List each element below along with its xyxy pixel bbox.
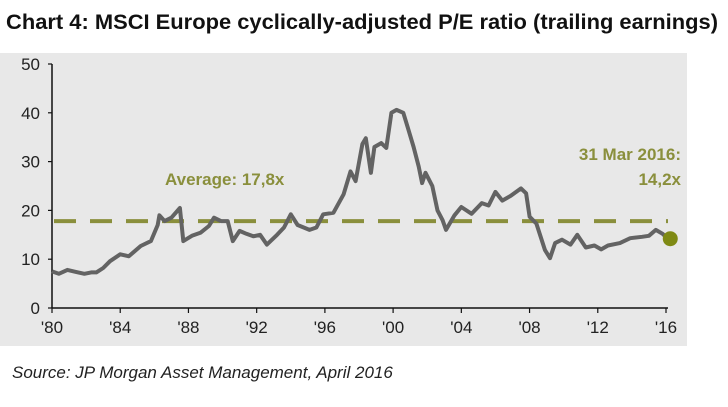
x-tick-label: '04 <box>450 318 472 337</box>
y-tick-label: 30 <box>21 153 40 172</box>
y-tick-label: 40 <box>21 104 40 123</box>
x-tick-label: '12 <box>587 318 609 337</box>
y-tick-label: 50 <box>21 55 40 74</box>
x-tick-label: '16 <box>655 318 677 337</box>
plot-background <box>0 53 687 346</box>
y-tick-label: 10 <box>21 250 40 269</box>
y-tick-label: 0 <box>31 299 40 318</box>
source-note: Source: JP Morgan Asset Management, Apri… <box>12 363 393 382</box>
x-tick-label: '92 <box>246 318 268 337</box>
series-line-pe-ratio <box>51 107 670 276</box>
y-tick-label: 20 <box>21 201 40 220</box>
last-point-label-line1: 31 Mar 2016: <box>579 145 681 164</box>
x-tick-label: '96 <box>314 318 336 337</box>
x-tick-label: '08 <box>518 318 540 337</box>
last-point-label-line2: 14,2x <box>638 170 681 189</box>
axes: 0 10 20 30 40 50 '80 '84 '88 '92 '96 '00 '04 '08 '12 '1… <box>21 55 677 337</box>
x-tick-label: '00 <box>382 318 404 337</box>
x-tick-label: '84 <box>109 318 131 337</box>
x-tick-label: '80 <box>41 318 63 337</box>
chart-title: Chart 4: MSCI Europe cyclically-adjusted… <box>6 11 718 34</box>
x-tick-label: '88 <box>177 318 199 337</box>
last-point-marker <box>662 231 678 247</box>
average-label: Average: 17,8x <box>165 170 285 189</box>
